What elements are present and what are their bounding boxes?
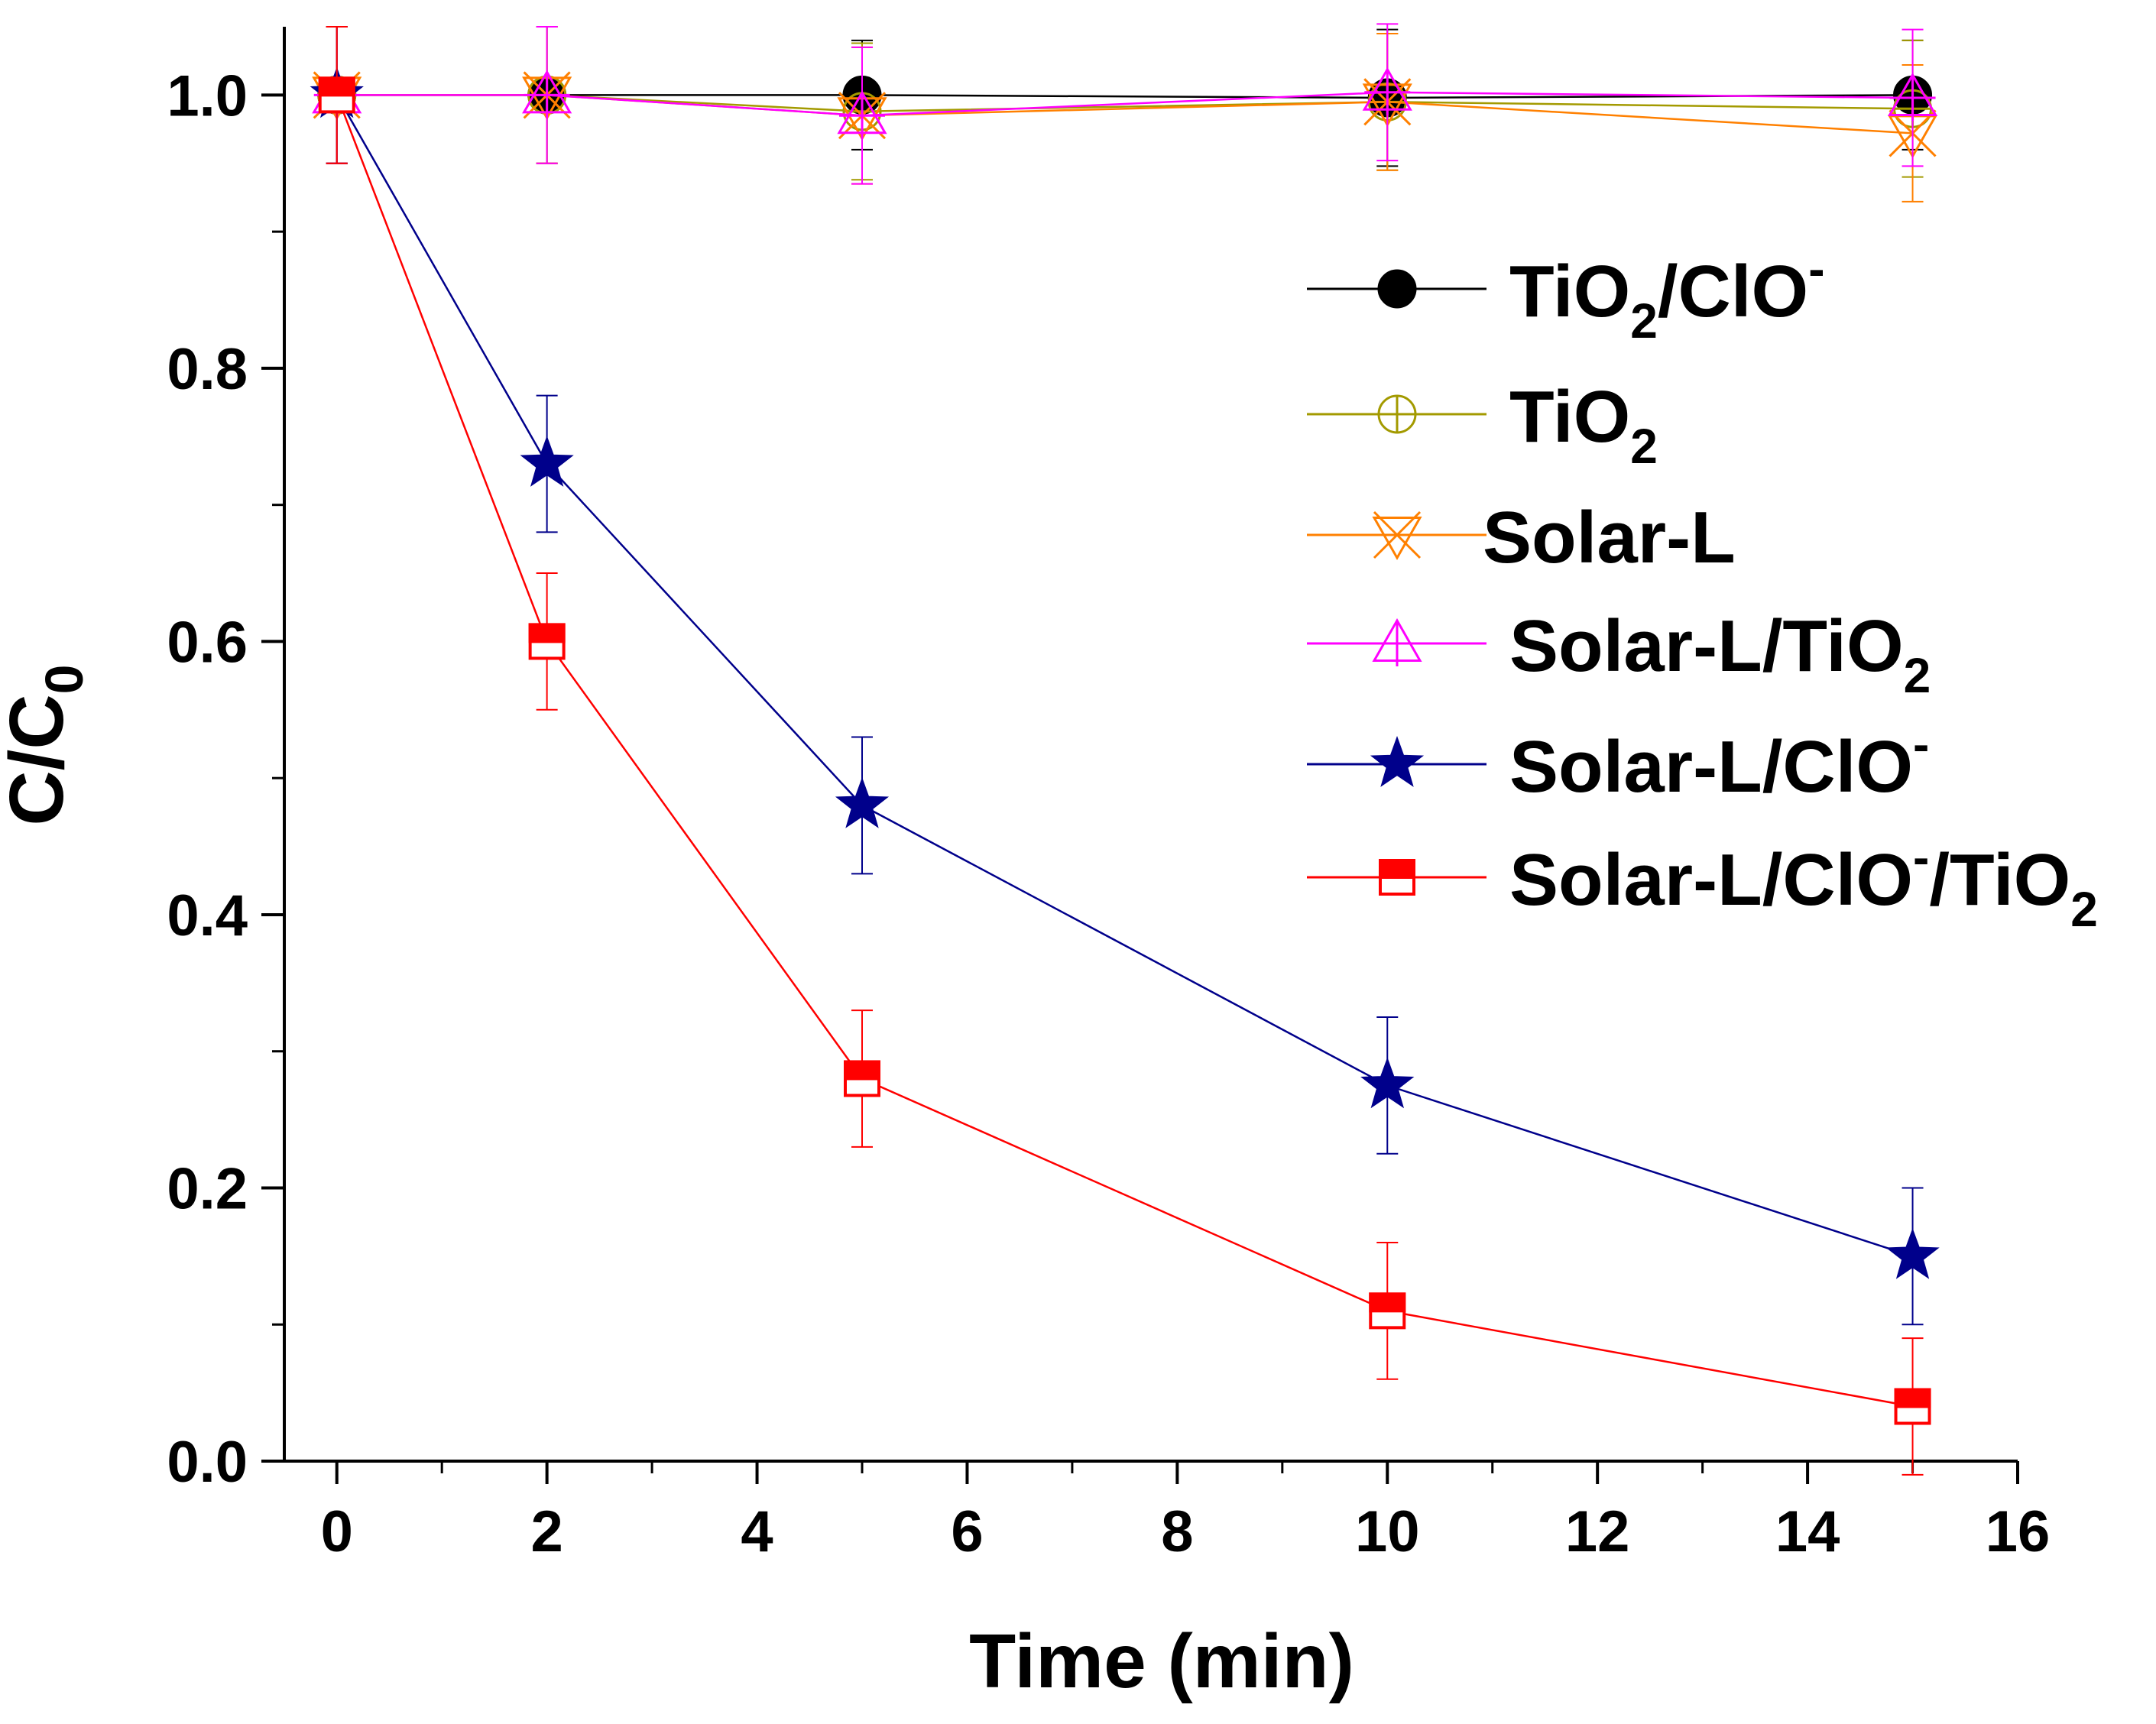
legend-label-sup: - bbox=[1808, 241, 1824, 297]
legend-label-base: Solar-L/TiO bbox=[1509, 605, 1904, 687]
legend-label: Solar-L/ClO- bbox=[1509, 717, 1929, 808]
marker-shape bbox=[528, 623, 566, 643]
marker-shape bbox=[835, 776, 890, 828]
marker-shape bbox=[844, 1060, 880, 1081]
y-tick-label: 0.8 bbox=[167, 337, 248, 402]
y-tick-label: 0.2 bbox=[167, 1156, 248, 1221]
legend-label-sub: 2 bbox=[1904, 648, 1931, 703]
legend-label: TiO2/ClO- bbox=[1509, 241, 1825, 348]
data-point bbox=[520, 436, 574, 487]
legend-label-base: TiO bbox=[1509, 376, 1630, 458]
data-point bbox=[1360, 1057, 1415, 1109]
legend-marker bbox=[1377, 269, 1417, 309]
series bbox=[312, 26, 1938, 203]
legend-label-base: TiO bbox=[1509, 251, 1630, 332]
x-tick-label: 12 bbox=[1565, 1499, 1630, 1564]
y-tick-label: 1.0 bbox=[167, 63, 248, 128]
legend-marker bbox=[1377, 394, 1417, 434]
legend-label: Solar-L/TiO2 bbox=[1509, 605, 1931, 703]
data-point bbox=[1887, 72, 1938, 121]
x-tick-label: 10 bbox=[1355, 1499, 1420, 1564]
x-tick-label: 14 bbox=[1775, 1499, 1840, 1564]
data-point bbox=[318, 76, 355, 114]
legend-item: TiO2/ClO- bbox=[1307, 241, 1825, 348]
legend-label-base: Solar-L/ClO bbox=[1509, 726, 1913, 808]
series-layer bbox=[310, 23, 1940, 1476]
legend-label-base: Solar-L bbox=[1483, 497, 1736, 578]
marker-shape bbox=[520, 436, 574, 487]
legend-label-sub: 2 bbox=[1630, 419, 1658, 474]
legend-label-sub2: 2 bbox=[2070, 882, 2098, 937]
legend-label-mid: /ClO bbox=[1658, 251, 1808, 332]
legend-label-sup: - bbox=[1913, 830, 1929, 885]
data-point bbox=[522, 70, 572, 118]
legend-label-sup: - bbox=[1913, 717, 1929, 772]
legend: TiO2/ClO-TiO2Solar-LSolar-L/TiO2Solar-L/… bbox=[1307, 241, 2098, 937]
legend-item: Solar-L/TiO2 bbox=[1307, 605, 1931, 703]
x-tick-label: 0 bbox=[321, 1499, 353, 1564]
x-tick-label: 6 bbox=[951, 1499, 983, 1564]
legend-item: TiO2 bbox=[1307, 376, 1658, 474]
data-point bbox=[844, 1060, 880, 1097]
legend-marker bbox=[1370, 736, 1425, 787]
y-axis-title: C/C0 bbox=[0, 664, 94, 825]
data-point bbox=[1885, 1227, 1940, 1279]
x-tick-label: 4 bbox=[741, 1499, 773, 1564]
y-axis-title-sub: 0 bbox=[34, 664, 94, 694]
marker-shape bbox=[1373, 510, 1422, 559]
legend-item: Solar-L/ClO- bbox=[1307, 717, 1929, 808]
legend-label-end: /TiO bbox=[1929, 839, 2070, 921]
data-point bbox=[837, 90, 887, 139]
data-point bbox=[835, 776, 890, 828]
marker-shape bbox=[1894, 1388, 1931, 1408]
y-tick-label: 0.6 bbox=[167, 610, 248, 675]
legend-label: Solar-L bbox=[1483, 497, 1736, 578]
data-point bbox=[1894, 1388, 1931, 1425]
marker-shape bbox=[1370, 736, 1425, 787]
marker-shape bbox=[1885, 1227, 1940, 1279]
x-axis-title: Time (min) bbox=[969, 1619, 1354, 1704]
legend-label-base: Solar-L/ClO bbox=[1509, 839, 1913, 921]
legend-label: Solar-L/ClO-/TiO2 bbox=[1509, 830, 2098, 937]
data-point bbox=[1369, 1292, 1406, 1330]
legend-marker bbox=[1372, 510, 1422, 561]
legend-marker bbox=[1379, 859, 1415, 896]
marker-shape bbox=[1372, 517, 1422, 561]
data-point bbox=[1362, 66, 1412, 115]
legend-item: Solar-L/ClO-/TiO2 bbox=[1307, 830, 2098, 937]
marker-shape bbox=[1379, 859, 1415, 879]
legend-label-sub: 2 bbox=[1630, 293, 1658, 348]
axes: 0 2 4 6 8 10 12 14 16 0.0 0.2 0.4 0.6 0.8 1.0 bbox=[167, 27, 2050, 1564]
x-tick-label: 2 bbox=[530, 1499, 563, 1564]
marker-shape bbox=[318, 76, 355, 97]
marker-shape bbox=[1377, 269, 1417, 309]
y-axis-title-main: C/C bbox=[0, 694, 79, 825]
marker-shape bbox=[1369, 1292, 1406, 1313]
y-tick-label: 0.0 bbox=[167, 1430, 248, 1495]
y-tick-label: 0.4 bbox=[167, 883, 248, 948]
legend-item: Solar-L bbox=[1307, 497, 1736, 578]
legend-label: TiO2 bbox=[1509, 376, 1658, 474]
series bbox=[318, 26, 1931, 1476]
x-tick-label: 8 bbox=[1161, 1499, 1193, 1564]
marker-shape bbox=[1360, 1057, 1415, 1109]
series-line bbox=[336, 94, 1913, 134]
legend-marker bbox=[1372, 617, 1422, 666]
data-point bbox=[528, 623, 566, 660]
x-tick-label: 16 bbox=[1986, 1499, 2051, 1564]
